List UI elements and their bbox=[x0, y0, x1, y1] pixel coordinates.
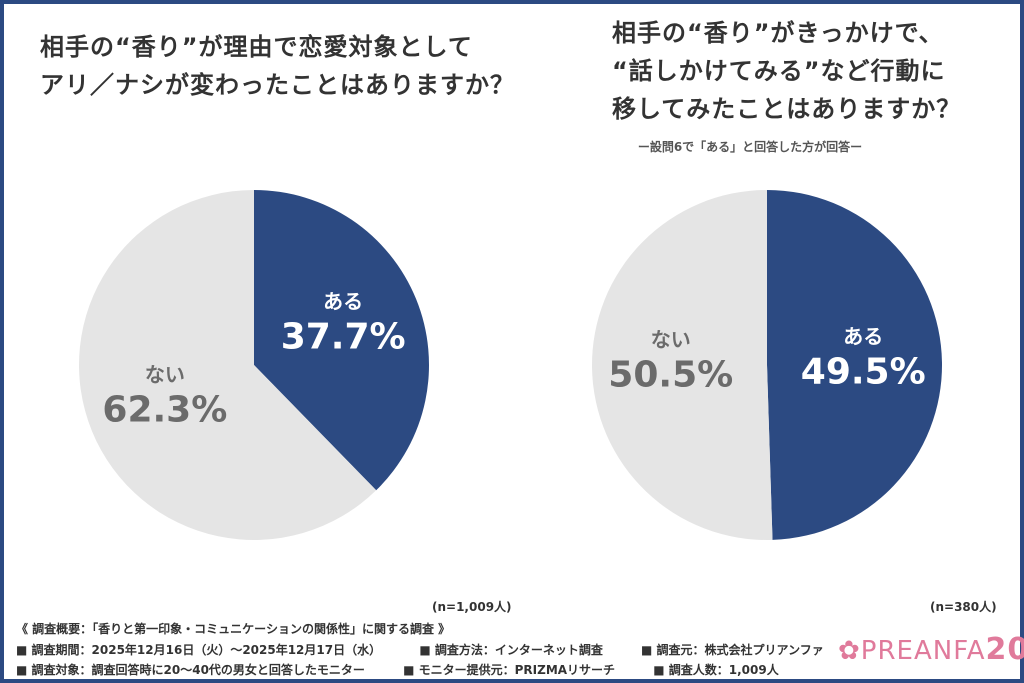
footer-line2: ■ 調査対象：調査回答時に20～40代の男女と回答したモニター ■ モニター提供… bbox=[16, 661, 813, 678]
chart1-slice-0-value: 37.7% bbox=[281, 317, 406, 358]
footer-provider: ■ モニター提供元：PRIZMAリサーチ bbox=[403, 663, 616, 677]
preanfa-logo: ✿PREANFA20 bbox=[838, 632, 1024, 667]
chart1-slice-1-label: ない bbox=[145, 362, 185, 386]
footer-summary: 《 調査概要：「香りと第一印象・コミュニケーションの関係性」に関する調査 》 bbox=[16, 622, 451, 636]
footer-line1: ■ 調査期間：2025年12月16日（火）～2025年12月17日（水） ■ 調… bbox=[16, 641, 858, 658]
footer-method: ■ 調査方法：インターネット調査 bbox=[419, 643, 603, 657]
chart2-slice-1-label: ない bbox=[651, 328, 691, 352]
chart2-title: 相手の“香り”がきっかけで、 “話しかけてみる”など行動に 移してみたことはあります… bbox=[612, 19, 962, 123]
chart1-slice-1 bbox=[79, 189, 377, 540]
footer-period: ■ 調査期間：2025年12月16日（火）～2025年12月17日（水） bbox=[16, 643, 382, 657]
footer-source: ■ 調査元：株式会社プリアンファ bbox=[641, 643, 824, 657]
chart1-slice-0 bbox=[254, 190, 430, 491]
chart1-n: (n=1,009人) bbox=[432, 600, 512, 614]
footer-count: ■ 調査人数：1,009人 bbox=[653, 663, 779, 677]
chart1-slice-1-value: 62.3% bbox=[102, 389, 227, 430]
chart2-n: (n=380人) bbox=[930, 600, 997, 614]
chart2-slice-0 bbox=[767, 190, 943, 540]
chart2-subtitle: ー設問6で「ある」と回答した方が回答ー bbox=[637, 140, 863, 154]
chart2-slice-0-value: 49.5% bbox=[801, 351, 926, 392]
chart1-slice-0-label: ある bbox=[323, 290, 363, 314]
chart2-slice-1-value: 50.5% bbox=[608, 355, 733, 396]
chart2-slice-1 bbox=[592, 190, 773, 540]
footer-target: ■ 調査対象：調査回答時に20～40代の男女と回答したモニター bbox=[16, 663, 365, 677]
chart1-title: 相手の“香り”が理由で恋愛対象として アリ／ナシが変わったことはありますか？ bbox=[40, 33, 515, 99]
chart2-slice-0-label: ある bbox=[843, 324, 883, 348]
